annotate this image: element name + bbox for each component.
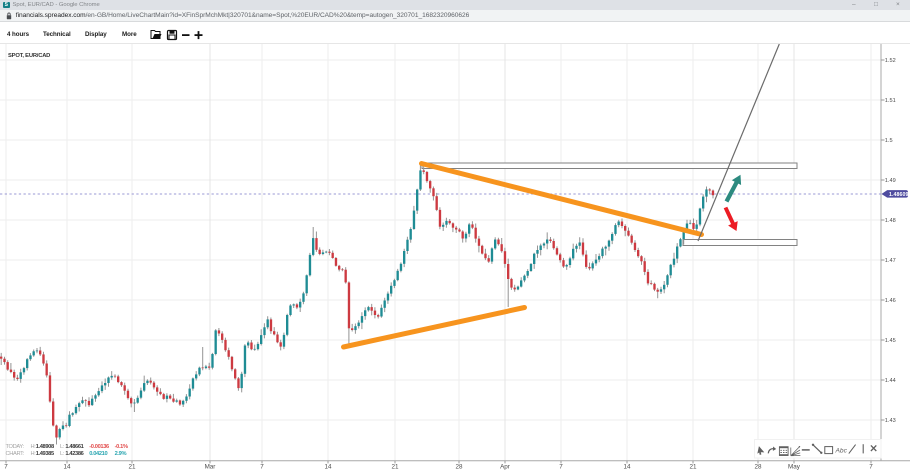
svg-text:1.45: 1.45 xyxy=(885,338,896,344)
svg-text:CHART:: CHART: xyxy=(6,451,25,457)
svg-text:1.48908: 1.48908 xyxy=(36,444,54,450)
svg-text:7: 7 xyxy=(869,463,873,470)
svg-text:7: 7 xyxy=(4,463,8,470)
svg-text:1.46: 1.46 xyxy=(885,298,896,304)
svg-text:1.49385: 1.49385 xyxy=(36,451,54,457)
svg-text:SPOT, EUR/CAD: SPOT, EUR/CAD xyxy=(8,53,50,59)
svg-text:1.48: 1.48 xyxy=(885,218,896,224)
svg-text:TODAY:: TODAY: xyxy=(6,444,25,450)
svg-text:28: 28 xyxy=(455,463,463,470)
svg-text:21: 21 xyxy=(128,463,136,470)
svg-text:14: 14 xyxy=(324,463,332,470)
svg-text:2.9%: 2.9% xyxy=(115,451,127,457)
svg-text:1.52: 1.52 xyxy=(885,58,896,64)
svg-text:Abc: Abc xyxy=(835,448,848,455)
svg-text:0.04210: 0.04210 xyxy=(89,451,107,457)
svg-text:1.44: 1.44 xyxy=(885,378,896,384)
svg-text:1.48609: 1.48609 xyxy=(889,192,908,198)
svg-text:L:: L: xyxy=(60,451,65,457)
svg-text:1.42386: 1.42386 xyxy=(65,451,83,457)
svg-text:21: 21 xyxy=(689,463,697,470)
svg-text:7: 7 xyxy=(260,463,264,470)
svg-text:14: 14 xyxy=(623,463,631,470)
svg-text:1.5: 1.5 xyxy=(885,138,893,144)
svg-text:May: May xyxy=(788,463,801,470)
svg-text:1.48661: 1.48661 xyxy=(65,444,83,450)
svg-text:21: 21 xyxy=(391,463,399,470)
svg-text:Mar: Mar xyxy=(205,463,216,470)
svg-text:-0.1%: -0.1% xyxy=(115,444,128,450)
svg-text:28: 28 xyxy=(754,463,762,470)
svg-text:1.51: 1.51 xyxy=(885,98,896,104)
svg-text:7: 7 xyxy=(559,463,563,470)
svg-text:14: 14 xyxy=(63,463,71,470)
svg-text:H:: H: xyxy=(31,451,37,457)
svg-text:H:: H: xyxy=(31,444,37,450)
svg-text:1.49: 1.49 xyxy=(885,178,896,184)
svg-text:1.47: 1.47 xyxy=(885,258,896,264)
svg-text:L:: L: xyxy=(60,444,65,450)
svg-text:-0.00136: -0.00136 xyxy=(89,444,109,450)
svg-text:Apr: Apr xyxy=(500,463,510,470)
svg-text:1.43: 1.43 xyxy=(885,418,896,424)
